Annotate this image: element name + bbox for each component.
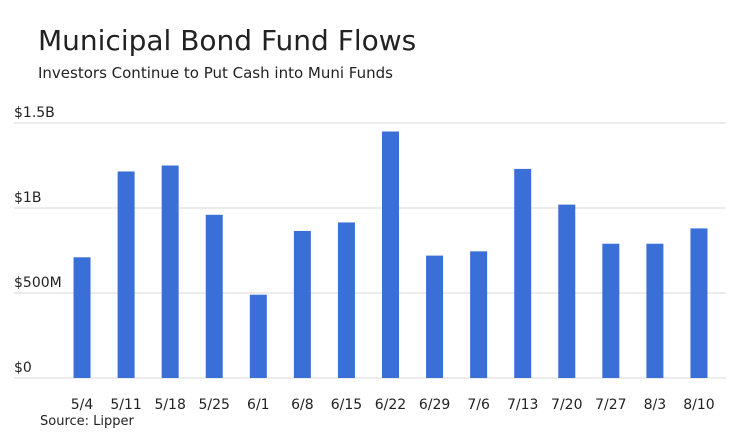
x-tick-label: 6/29 <box>419 397 450 413</box>
bar <box>293 230 311 378</box>
chart-subtitle: Investors Continue to Put Cash into Muni… <box>38 64 393 82</box>
bar <box>558 204 576 378</box>
x-tick-label: 7/6 <box>467 397 490 413</box>
bar <box>470 251 488 378</box>
bar <box>690 228 708 378</box>
bar <box>337 222 355 378</box>
chart-title: Municipal Bond Fund Flows <box>38 24 416 57</box>
y-tick-label: $1.5B <box>14 105 55 121</box>
x-tick-label: 6/22 <box>375 397 406 413</box>
bar <box>514 168 532 378</box>
x-tick-label: 6/8 <box>291 397 314 413</box>
bar <box>602 243 620 378</box>
y-tick-label: $1B <box>14 190 41 206</box>
bar <box>161 165 179 378</box>
bar <box>646 243 664 378</box>
x-tick-label: 7/13 <box>507 397 538 413</box>
bar <box>117 171 135 378</box>
x-tick-label: 6/1 <box>247 397 270 413</box>
x-tick-label: 5/4 <box>71 397 94 413</box>
x-tick-label: 6/15 <box>331 397 362 413</box>
bar <box>205 214 223 378</box>
bar <box>426 255 444 378</box>
y-tick-label: $500M <box>14 275 62 291</box>
x-tick-label: 5/11 <box>110 397 141 413</box>
bar <box>73 257 91 378</box>
y-tick-label: $0 <box>14 360 32 376</box>
x-tick-label: 8/10 <box>683 397 714 413</box>
bar <box>382 131 399 378</box>
x-tick-label: 8/3 <box>644 397 667 413</box>
x-tick-label: 7/27 <box>595 397 626 413</box>
source-note: Source: Lipper <box>40 414 135 429</box>
x-tick-label: 5/25 <box>199 397 230 413</box>
x-tick-label: 5/18 <box>154 397 185 413</box>
bar <box>249 294 267 378</box>
x-tick-label: 7/20 <box>551 397 582 413</box>
